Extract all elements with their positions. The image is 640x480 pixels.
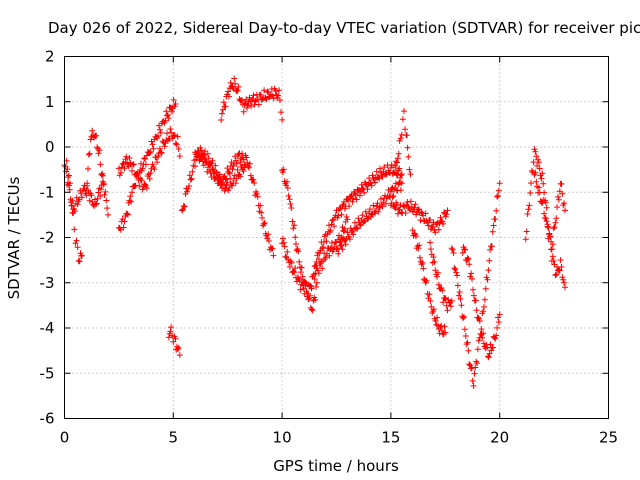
- data-point-markers: [448, 180, 503, 389]
- series-11: [279, 235, 320, 314]
- x-tick-label: 25: [599, 429, 618, 447]
- series-19: [459, 244, 503, 361]
- data-point-markers: [409, 227, 449, 338]
- data-point-markers: [192, 148, 277, 259]
- series-3: [83, 127, 107, 199]
- y-tick-label: -3: [40, 274, 55, 292]
- data-point-markers: [115, 126, 183, 193]
- data-point-markers: [61, 162, 111, 218]
- y-tick-label: 1: [45, 93, 55, 111]
- y-tick-label: -4: [40, 319, 55, 337]
- data-point-markers: [459, 244, 503, 361]
- series-9: [192, 148, 277, 259]
- data-point-markers: [165, 324, 183, 359]
- series-8: [218, 75, 286, 123]
- data-point-markers: [311, 161, 405, 270]
- x-axis-label: GPS time / hours: [273, 457, 399, 475]
- y-tick-label: -2: [40, 229, 55, 247]
- y-tick-label: -6: [40, 410, 55, 428]
- data-point-markers: [392, 108, 414, 178]
- data-point-markers: [83, 127, 107, 199]
- x-tick-label: 20: [490, 429, 509, 447]
- data-point-markers: [279, 235, 320, 314]
- data-point-markers: [63, 157, 85, 265]
- axes: 0 5 10 15 20 25 -6 -5 -4 -3 -2 -1 0 1 2: [40, 48, 619, 447]
- x-tick-label: 5: [169, 429, 179, 447]
- series-16: [409, 227, 449, 338]
- data-point-markers: [427, 239, 455, 314]
- series-12: [311, 161, 405, 270]
- series-21: [531, 169, 568, 253]
- series-14: [392, 108, 414, 178]
- series-1: [61, 162, 111, 218]
- y-axis-label: SDTVAR / TECUs: [5, 176, 23, 299]
- data-points: [61, 75, 568, 389]
- y-tick-label: -5: [40, 364, 55, 382]
- series-5: [115, 126, 183, 193]
- data-point-markers: [333, 179, 405, 257]
- data-point-markers: [387, 194, 451, 236]
- series-2: [63, 157, 85, 265]
- x-tick-label: 10: [273, 429, 292, 447]
- series-13: [333, 179, 405, 257]
- series-6: [165, 324, 183, 359]
- y-tick-label: 0: [45, 138, 55, 156]
- grid-lines: [64, 56, 609, 419]
- y-tick-label: -1: [40, 183, 55, 201]
- x-tick-label: 0: [60, 429, 70, 447]
- y-tick-label: 2: [45, 48, 55, 66]
- x-tick-label: 15: [381, 429, 400, 447]
- chart-title: Day 026 of 2022, Sidereal Day-to-day VTE…: [48, 19, 640, 37]
- data-point-markers: [531, 169, 568, 253]
- data-point-markers: [279, 166, 351, 297]
- data-point-markers: [218, 75, 286, 123]
- series-10: [279, 166, 351, 297]
- series-17: [427, 239, 455, 314]
- series-18: [448, 180, 503, 389]
- series-15: [387, 194, 451, 236]
